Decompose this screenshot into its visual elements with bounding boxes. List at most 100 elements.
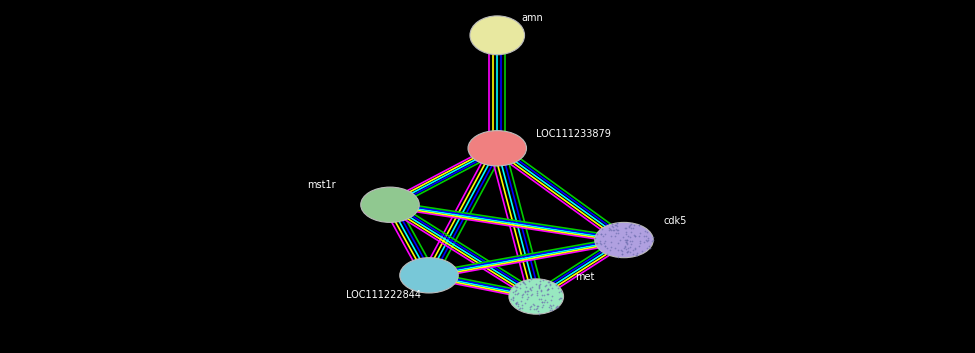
Point — [539, 299, 555, 305]
Point — [627, 245, 643, 251]
Point — [618, 231, 634, 237]
Point — [533, 296, 549, 301]
Point — [533, 292, 549, 297]
Point — [612, 237, 628, 243]
Point — [514, 292, 529, 298]
Point — [639, 233, 654, 239]
Point — [610, 254, 626, 259]
Point — [515, 280, 530, 285]
Point — [608, 226, 624, 232]
Point — [553, 288, 568, 294]
Point — [528, 288, 544, 294]
Ellipse shape — [468, 131, 526, 166]
Point — [620, 234, 636, 239]
Point — [608, 230, 624, 235]
Text: LOC111233879: LOC111233879 — [536, 129, 611, 139]
Point — [632, 243, 647, 249]
Point — [540, 286, 556, 292]
Ellipse shape — [509, 279, 564, 314]
Point — [528, 306, 544, 312]
Point — [609, 220, 625, 226]
Point — [551, 286, 566, 291]
Point — [515, 291, 530, 297]
Point — [640, 238, 655, 243]
Point — [619, 249, 635, 255]
Point — [536, 299, 552, 305]
Point — [614, 249, 630, 254]
Text: amn: amn — [522, 13, 543, 23]
Point — [532, 281, 548, 287]
Point — [535, 277, 551, 282]
Point — [523, 306, 538, 312]
Point — [613, 251, 629, 256]
Point — [523, 286, 538, 291]
Point — [623, 241, 639, 247]
Point — [603, 239, 618, 245]
Point — [508, 289, 524, 294]
Point — [540, 291, 556, 297]
Point — [514, 305, 529, 311]
Point — [619, 249, 635, 255]
Point — [618, 239, 634, 245]
Point — [530, 308, 546, 314]
Point — [615, 234, 631, 240]
Point — [597, 244, 612, 249]
Point — [531, 284, 547, 289]
Point — [631, 222, 646, 228]
Ellipse shape — [361, 187, 419, 222]
Text: met: met — [575, 272, 595, 282]
Point — [509, 285, 525, 290]
Point — [607, 245, 623, 251]
Point — [526, 302, 542, 308]
Point — [532, 288, 548, 294]
Point — [548, 305, 564, 310]
Point — [509, 301, 525, 306]
Point — [529, 292, 545, 298]
Point — [607, 233, 623, 239]
Point — [610, 231, 626, 236]
Point — [606, 222, 622, 228]
Point — [535, 302, 551, 307]
Point — [627, 233, 643, 239]
Point — [609, 227, 625, 233]
Point — [638, 238, 653, 243]
Point — [604, 223, 620, 229]
Point — [517, 281, 532, 287]
Point — [531, 283, 547, 289]
Point — [540, 286, 556, 291]
Point — [508, 283, 524, 289]
Point — [513, 282, 528, 287]
Point — [621, 246, 637, 251]
Point — [618, 225, 634, 231]
Point — [593, 238, 608, 243]
Point — [544, 293, 560, 299]
Point — [513, 305, 528, 311]
Point — [543, 306, 559, 311]
Text: cdk5: cdk5 — [663, 216, 686, 226]
Point — [594, 227, 609, 232]
Point — [508, 285, 524, 290]
Point — [521, 288, 536, 294]
Point — [530, 282, 546, 288]
Point — [525, 285, 540, 290]
Point — [629, 252, 644, 258]
Point — [508, 300, 524, 306]
Point — [634, 248, 649, 254]
Point — [521, 294, 536, 299]
Point — [618, 240, 634, 245]
Point — [525, 291, 540, 297]
Point — [608, 221, 624, 226]
Point — [609, 247, 625, 253]
Point — [608, 223, 624, 228]
Point — [517, 300, 532, 305]
Point — [528, 281, 544, 287]
Point — [544, 285, 560, 291]
Point — [543, 297, 559, 302]
Point — [550, 304, 566, 310]
Point — [522, 285, 537, 291]
Point — [618, 247, 634, 252]
Point — [524, 287, 539, 293]
Point — [515, 302, 530, 308]
Point — [621, 223, 637, 229]
Point — [534, 304, 550, 310]
